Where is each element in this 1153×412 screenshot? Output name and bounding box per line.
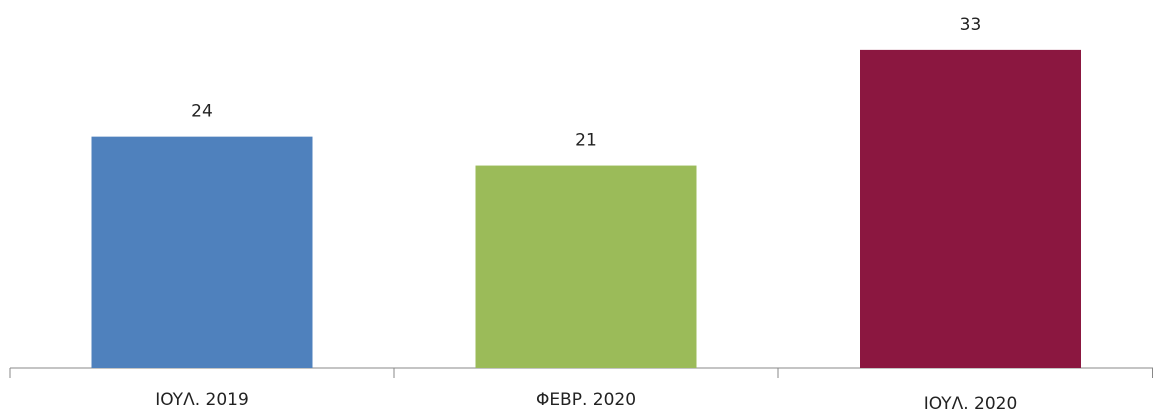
- value-label: 21: [575, 131, 597, 151]
- bar: [91, 136, 313, 368]
- value-label: 33: [960, 15, 982, 35]
- x-tick-label: IOYΛ. 2019: [155, 390, 249, 410]
- value-label: 24: [191, 102, 213, 122]
- bar: [475, 165, 697, 368]
- bar: [860, 49, 1081, 368]
- x-tick-label: ΦΕΒΡ. 2020: [536, 390, 636, 410]
- x-tick-label: IOYΛ. 2020: [924, 394, 1018, 412]
